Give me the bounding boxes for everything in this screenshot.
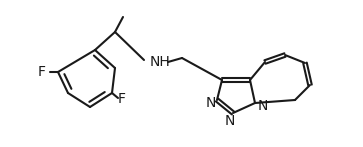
- Text: N: N: [258, 99, 268, 113]
- Text: NH: NH: [150, 55, 170, 69]
- Text: F: F: [118, 92, 126, 106]
- Text: N: N: [225, 114, 235, 128]
- Text: F: F: [38, 65, 46, 79]
- Text: N: N: [206, 96, 216, 110]
